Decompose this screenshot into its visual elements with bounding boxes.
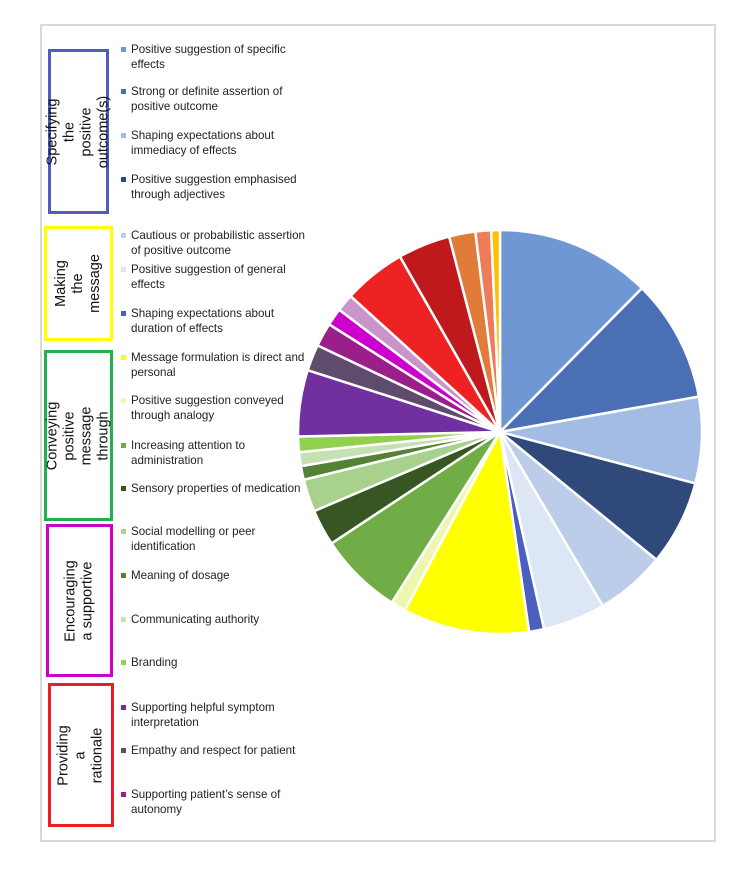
legend-item: Positive suggestion of specific effects xyxy=(121,42,306,72)
legend-label: Positive suggestion emphasised through a… xyxy=(131,173,297,201)
legend-swatch-icon xyxy=(121,529,126,534)
legend-item: Supporting helpful symptom interpretatio… xyxy=(121,700,306,730)
legend-label: Meaning of dosage xyxy=(131,569,230,582)
legend-item: Shaping expectations about immediacy of … xyxy=(121,128,306,158)
legend-label: Positive suggestion of general effects xyxy=(131,263,286,291)
legend-swatch-icon xyxy=(121,792,126,797)
legend-swatch-icon xyxy=(121,47,126,52)
legend-swatch-icon xyxy=(121,89,126,94)
pie-svg xyxy=(296,228,704,636)
legend-item: Shaping expectations about duration of e… xyxy=(121,306,306,336)
legend-item: Sensory properties of medication xyxy=(121,481,306,496)
legend-label: Strong or definite assertion of positive… xyxy=(131,85,283,113)
legend-label: Cautious or probabilistic assertion of p… xyxy=(131,229,305,257)
legend-label: Supporting helpful symptom interpretatio… xyxy=(131,701,275,729)
category-label: Making the message xyxy=(53,254,103,313)
category-box-encouraging: Encouraging a supportive xyxy=(46,524,113,677)
legend-item: Message formulation is direct and person… xyxy=(121,350,306,380)
legend-label: Supporting patient’s sense of autonomy xyxy=(131,788,281,816)
legend-swatch-icon xyxy=(121,355,126,360)
category-box-specifying: Specifying the positive outcome(s) xyxy=(45,49,112,214)
legend-swatch-icon xyxy=(121,573,126,578)
legend-label: Shaping expectations about duration of e… xyxy=(131,307,275,335)
pie-slice xyxy=(403,430,531,636)
legend-swatch-icon xyxy=(121,133,126,138)
legend-label: Empathy and respect for patient xyxy=(131,744,296,757)
legend-item: Cautious or probabilistic assertion of p… xyxy=(121,228,306,258)
category-label: Encouraging a supportive xyxy=(62,559,96,642)
pie-slice xyxy=(489,228,502,434)
legend-item: Communicating authority xyxy=(121,612,306,627)
pie-slice xyxy=(498,287,701,434)
legend-item: Increasing attention to administration xyxy=(121,438,306,468)
legend-item: Social modelling or peer identification xyxy=(121,524,306,554)
legend-label: Social modelling or peer identification xyxy=(131,525,256,553)
category-box-rationale: Providing a rationale xyxy=(48,683,114,827)
legend-swatch-icon xyxy=(121,617,126,622)
legend-label: Increasing attention to administration xyxy=(131,439,246,467)
pie-slice xyxy=(498,228,644,434)
legend-item: Positive suggestion of general effects xyxy=(121,262,306,292)
legend-item: Meaning of dosage xyxy=(121,568,306,583)
legend-item: Empathy and respect for patient xyxy=(121,743,306,758)
legend-swatch-icon xyxy=(121,177,126,182)
legend-label: Message formulation is direct and person… xyxy=(131,351,305,379)
legend-label: Communicating authority xyxy=(131,613,260,626)
legend-swatch-icon xyxy=(121,748,126,753)
legend-label: Branding xyxy=(131,656,178,669)
legend-item: Strong or definite assertion of positive… xyxy=(121,84,306,114)
category-label: Specifying the positive outcome(s) xyxy=(44,95,112,168)
pie-chart xyxy=(296,228,704,636)
legend-swatch-icon xyxy=(121,267,126,272)
legend-item: Supporting patient’s sense of autonomy xyxy=(121,787,306,817)
legend-label: Sensory properties of medication xyxy=(131,482,301,495)
legend-label: Positive suggestion of specific effects xyxy=(131,43,286,71)
legend-swatch-icon xyxy=(121,311,126,316)
category-label: Providing a rationale xyxy=(55,724,106,786)
legend-label: Shaping expectations about immediacy of … xyxy=(131,129,275,157)
legend-swatch-icon xyxy=(121,660,126,665)
legend-label: Positive suggestion conveyed through ana… xyxy=(131,394,284,422)
category-box-making: Making the message xyxy=(44,226,113,341)
legend-item: Positive suggestion emphasised through a… xyxy=(121,172,306,202)
category-label: Conveying positive message through xyxy=(44,401,112,470)
legend-item: Positive suggestion conveyed through ana… xyxy=(121,393,306,423)
category-box-conveying: Conveying positive message through xyxy=(44,350,113,521)
legend-item: Branding xyxy=(121,655,306,670)
legend-swatch-icon xyxy=(121,398,126,403)
legend-swatch-icon xyxy=(121,233,126,238)
legend-swatch-icon xyxy=(121,486,126,491)
legend-swatch-icon xyxy=(121,443,126,448)
legend-swatch-icon xyxy=(121,705,126,710)
